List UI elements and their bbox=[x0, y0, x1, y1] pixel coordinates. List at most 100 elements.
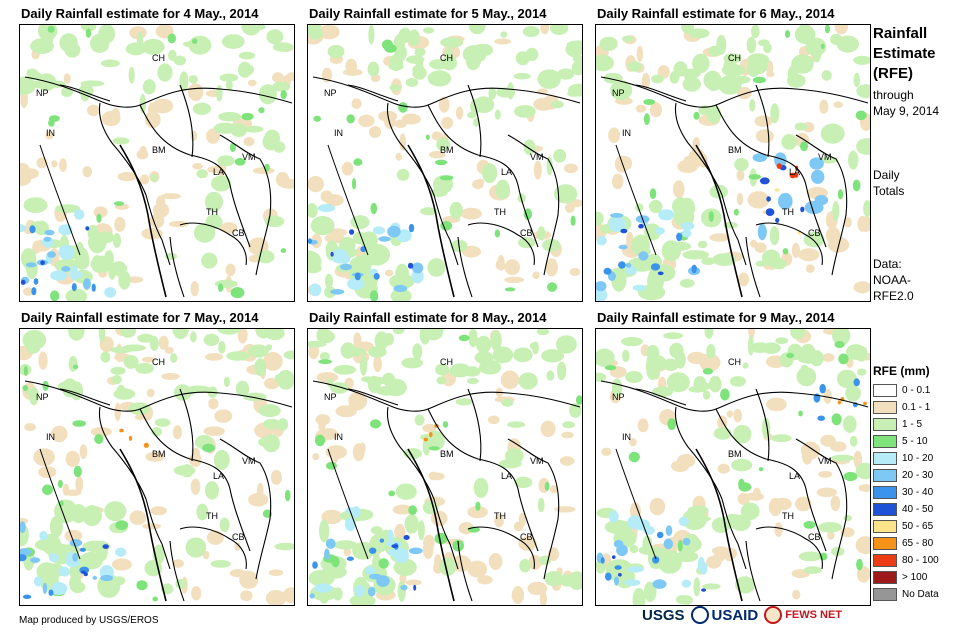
legend-item: 30 - 40 bbox=[873, 484, 939, 501]
legend-label: 10 - 20 bbox=[902, 453, 934, 464]
country-label-in: IN bbox=[622, 432, 631, 442]
legend-label: 1 - 5 bbox=[902, 419, 923, 430]
country-label-la: LA bbox=[789, 167, 801, 177]
rainfall-map-panel: Daily Rainfall estimate for 9 May., 2014… bbox=[595, 310, 873, 610]
panel-title: Daily Rainfall estimate for 4 May., 2014 bbox=[21, 6, 259, 21]
country-label-ch: CH bbox=[152, 53, 165, 63]
country-label-th: TH bbox=[494, 511, 506, 521]
fews-net-logo: FEWS NET bbox=[764, 606, 842, 624]
panel-title: Daily Rainfall estimate for 8 May., 2014 bbox=[309, 310, 547, 325]
country-borders bbox=[24, 76, 293, 298]
country-label-in: IN bbox=[46, 128, 55, 138]
legend-swatch bbox=[873, 588, 897, 601]
legend-label: 0 - 0.1 bbox=[902, 385, 931, 396]
legend-swatch bbox=[873, 520, 897, 533]
country-label-in: IN bbox=[334, 128, 343, 138]
country-borders bbox=[24, 380, 293, 602]
legend-swatch bbox=[873, 537, 897, 550]
legend-item: 0 - 0.1 bbox=[873, 382, 939, 399]
legend-item: 20 - 30 bbox=[873, 467, 939, 484]
rainfall-raster bbox=[596, 25, 870, 301]
legend-label: 40 - 50 bbox=[902, 504, 934, 515]
country-label-la: LA bbox=[789, 471, 801, 481]
rainfall-raster bbox=[20, 329, 294, 605]
country-label-cb: CB bbox=[808, 532, 821, 542]
country-label-bm: BM bbox=[728, 145, 742, 155]
country-label-th: TH bbox=[206, 207, 218, 217]
legend-label: 30 - 40 bbox=[902, 487, 934, 498]
data-source-line1: NOAA- bbox=[873, 273, 912, 287]
country-label-bm: BM bbox=[440, 449, 454, 459]
legend-item: No Data bbox=[873, 586, 939, 603]
country-label-ch: CH bbox=[440, 53, 453, 63]
country-label-in: IN bbox=[622, 128, 631, 138]
country-label-vm: VM bbox=[530, 152, 544, 162]
legend-swatch bbox=[873, 418, 897, 431]
map-frame: CH NP IN BM LA VM TH CB bbox=[19, 328, 295, 606]
country-label-vm: VM bbox=[242, 152, 256, 162]
map-frame: CH NP IN BM LA VM TH CB bbox=[19, 24, 295, 302]
legend-label: > 100 bbox=[902, 572, 928, 583]
country-borders bbox=[312, 380, 581, 602]
country-label-np: NP bbox=[324, 392, 337, 402]
legend-item: 10 - 20 bbox=[873, 450, 939, 467]
country-label-th: TH bbox=[206, 511, 218, 521]
country-label-la: LA bbox=[213, 167, 225, 177]
rainfall-map-panel: Daily Rainfall estimate for 8 May., 2014… bbox=[307, 310, 585, 610]
through-date: May 9, 2014 bbox=[873, 104, 940, 118]
country-label-bm: BM bbox=[152, 449, 166, 459]
usaid-logo: USAID bbox=[690, 606, 758, 624]
fews-seal-icon bbox=[764, 606, 783, 624]
usgs-logo: USGS bbox=[642, 606, 685, 624]
country-label-vm: VM bbox=[818, 456, 832, 466]
country-label-th: TH bbox=[782, 511, 794, 521]
rainfall-map-panel: Daily Rainfall estimate for 7 May., 2014… bbox=[19, 310, 297, 610]
rainfall-raster bbox=[20, 25, 294, 301]
legend-swatch bbox=[873, 384, 897, 397]
country-label-np: NP bbox=[324, 88, 337, 98]
legend-label: 80 - 100 bbox=[902, 555, 939, 566]
legend-swatch bbox=[873, 571, 897, 584]
rfe-legend: RFE (mm) 0 - 0.1 0.1 - 1 1 - 5 5 - 10 10 - 2… bbox=[873, 364, 939, 603]
legend-label: 20 - 30 bbox=[902, 470, 934, 481]
legend-swatch bbox=[873, 435, 897, 448]
country-label-cb: CB bbox=[232, 532, 245, 542]
totals-label: Totals bbox=[873, 184, 905, 198]
map-credit: Map produced by USGS/EROS bbox=[19, 615, 159, 626]
legend-item: > 100 bbox=[873, 569, 939, 586]
legend-item: 5 - 10 bbox=[873, 433, 939, 450]
legend-item: 40 - 50 bbox=[873, 501, 939, 518]
country-label-np: NP bbox=[612, 392, 625, 402]
legend-item: 80 - 100 bbox=[873, 552, 939, 569]
country-borders bbox=[312, 76, 581, 298]
country-label-bm: BM bbox=[152, 145, 166, 155]
partner-logos: USGS USAID FEWS NET bbox=[642, 606, 842, 624]
country-label-la: LA bbox=[501, 167, 513, 177]
rainfall-raster bbox=[308, 329, 582, 605]
country-label-th: TH bbox=[782, 207, 794, 217]
country-label-cb: CB bbox=[232, 228, 245, 238]
legend-swatch bbox=[873, 469, 897, 482]
legend-label: 0.1 - 1 bbox=[902, 402, 931, 413]
legend-label: 5 - 10 bbox=[902, 436, 928, 447]
country-label-np: NP bbox=[612, 88, 625, 98]
legend-swatch bbox=[873, 452, 897, 465]
country-label-np: NP bbox=[36, 392, 49, 402]
legend-label: 65 - 80 bbox=[902, 538, 934, 549]
country-label-in: IN bbox=[46, 432, 55, 442]
panel-title: Daily Rainfall estimate for 7 May., 2014 bbox=[21, 310, 259, 325]
rainfall-raster bbox=[308, 25, 582, 301]
legend-item: 65 - 80 bbox=[873, 535, 939, 552]
legend-swatch bbox=[873, 554, 897, 567]
legend-label: 50 - 65 bbox=[902, 521, 934, 532]
country-label-bm: BM bbox=[728, 449, 742, 459]
rainfall-map-panel: Daily Rainfall estimate for 5 May., 2014… bbox=[307, 6, 585, 306]
map-frame: CH NP IN BM LA VM TH CB bbox=[595, 328, 871, 606]
country-label-vm: VM bbox=[818, 152, 832, 162]
country-label-ch: CH bbox=[728, 53, 741, 63]
country-label-np: NP bbox=[36, 88, 49, 98]
country-label-in: IN bbox=[334, 432, 343, 442]
legend-item: 50 - 65 bbox=[873, 518, 939, 535]
rainfall-map-panel: Daily Rainfall estimate for 4 May., 2014… bbox=[19, 6, 297, 306]
legend-swatch bbox=[873, 401, 897, 414]
